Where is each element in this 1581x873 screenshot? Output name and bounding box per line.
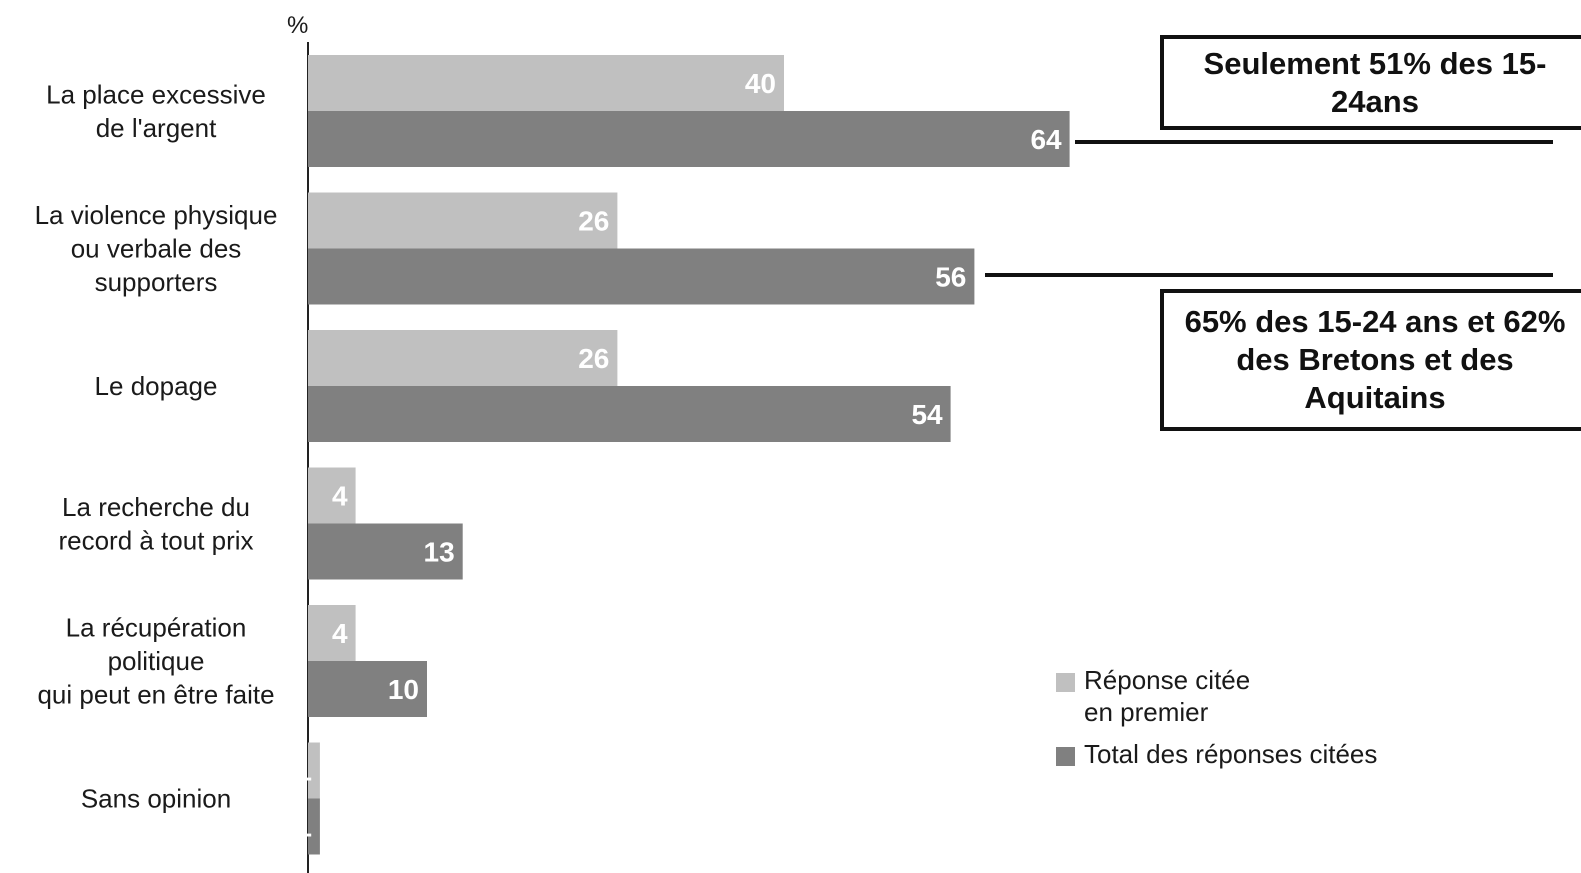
category-label-line: La violence physique xyxy=(35,200,278,230)
category-label-line: politique xyxy=(108,646,205,676)
category-label-line: ou verbale des xyxy=(71,234,242,264)
unit-label: % xyxy=(287,12,308,39)
bar-first-1 xyxy=(308,192,618,249)
bar-total-0 xyxy=(308,111,1070,167)
category-label-line: La recherche du xyxy=(62,492,250,522)
bar-total-5 xyxy=(308,798,320,855)
category-label-line: supporters xyxy=(95,267,218,297)
category-label-line: Le dopage xyxy=(95,371,218,401)
value-label-first-4: 4 xyxy=(332,618,348,649)
legend-swatch-total xyxy=(1056,747,1075,766)
bar-total-4 xyxy=(308,661,427,717)
bar-total-3 xyxy=(308,523,463,580)
category-label-2: Le dopage xyxy=(95,371,218,401)
legend-label-total: Total des réponses citées xyxy=(1084,739,1378,769)
value-label-first-5: 1 xyxy=(296,756,312,787)
category-label-4: La récupération politique qui peut en être… xyxy=(37,613,274,710)
value-label-total-4: 10 xyxy=(388,674,419,705)
category-label-line: record à tout prix xyxy=(58,525,253,555)
value-label-first-1: 26 xyxy=(578,206,609,237)
bar-first-5 xyxy=(308,742,320,799)
value-label-first-0: 40 xyxy=(745,68,776,99)
category-label-line: qui peut en être faite xyxy=(37,680,274,710)
category-label-3: La recherche du record à tout prix xyxy=(58,492,253,556)
value-label-total-2: 54 xyxy=(911,399,943,430)
bar-first-0 xyxy=(308,55,784,111)
value-label-first-2: 26 xyxy=(578,343,609,374)
value-label-total-5: 1 xyxy=(296,812,312,843)
bars-group: 40 64 26 56 26 54 4 13 4 10 1 1 xyxy=(296,55,1070,855)
callout-text-money: Seulement 51% des 15-24ans xyxy=(1203,45,1547,119)
value-label-total-3: 13 xyxy=(424,537,455,568)
legend-item-total: Total des réponses citées xyxy=(1056,738,1444,770)
category-label-5: Sans opinion xyxy=(81,784,231,814)
legend-swatch-first xyxy=(1056,673,1075,692)
callout-text-violence: 65% des 15-24 ans et 62% des Bretons et … xyxy=(1184,304,1566,415)
value-label-total-1: 56 xyxy=(935,262,966,293)
value-label-first-3: 4 xyxy=(332,481,348,512)
category-label-0: La place excessive de l'argent xyxy=(46,79,266,143)
legend-label-first: Réponse citée en premier xyxy=(1084,665,1251,727)
category-label-1: La violence physique ou verbale des suppor… xyxy=(35,200,278,297)
chart-legend: Réponse citée en premier Total des répon… xyxy=(1056,664,1444,780)
legend-item-first: Réponse citée en premier xyxy=(1056,664,1444,728)
category-label-line: La place excessive xyxy=(46,79,266,109)
category-label-line: La récupération xyxy=(66,613,247,643)
category-labels: La place excessive de l'argent La violence… xyxy=(35,79,278,813)
callout-box-violence: 65% des 15-24 ans et 62% des Bretons et … xyxy=(1160,289,1581,431)
category-label-line: de l'argent xyxy=(96,113,217,143)
bar-total-1 xyxy=(308,248,975,305)
bar-first-4 xyxy=(308,605,356,661)
bar-total-2 xyxy=(308,386,951,442)
callout-box-money: Seulement 51% des 15-24ans xyxy=(1160,35,1581,130)
bar-first-3 xyxy=(308,467,356,524)
category-label-line: Sans opinion xyxy=(81,784,231,814)
bar-first-2 xyxy=(308,330,618,386)
value-label-total-0: 64 xyxy=(1030,124,1062,155)
